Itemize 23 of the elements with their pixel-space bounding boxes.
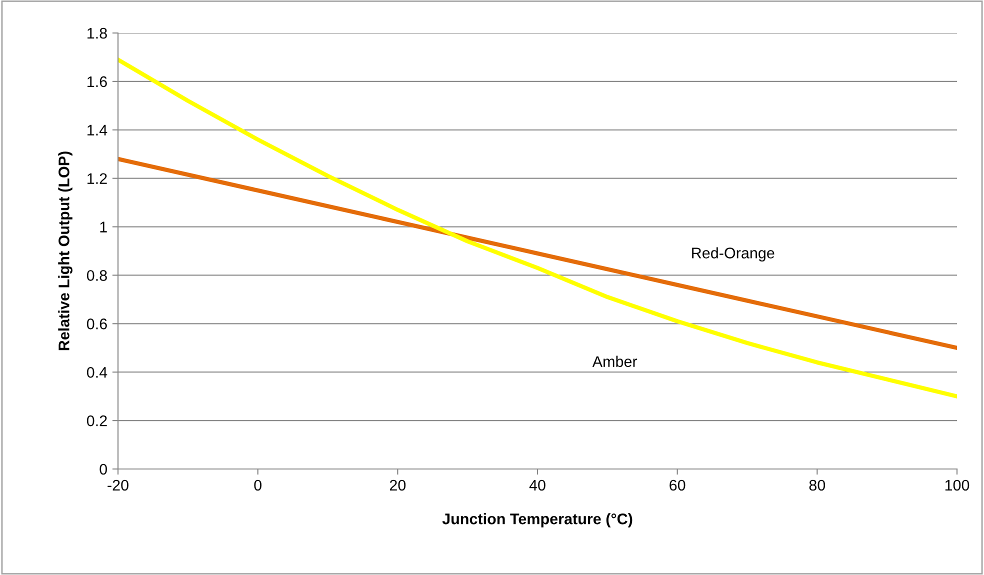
series-label: Red-Orange: [692, 247, 774, 262]
x-tick-label: 40: [529, 480, 546, 491]
y-tick-label: 1.4: [88, 124, 108, 136]
line-series: [118, 58, 957, 398]
y-axis-title: Relative Light Output (LOP): [58, 152, 72, 350]
x-tick-label: 100: [945, 480, 970, 491]
y-tick-label: 0.8: [86, 270, 107, 281]
line-series: [118, 156, 957, 350]
x-axis-title: Junction Temperature (°C): [442, 513, 632, 528]
x-tick-label: 0: [254, 480, 262, 491]
text: Amber: [592, 356, 638, 368]
y-tick-label: 1.6: [88, 76, 107, 88]
y-tick-label: 0.2: [86, 415, 107, 426]
y-tick-label: 1.8: [88, 28, 107, 39]
y-tick-label: 0.6: [86, 318, 107, 330]
y-tick-label: 0: [100, 464, 107, 475]
x-tick-label: 60: [670, 480, 686, 491]
y-tick-label: 1.2: [88, 173, 107, 184]
y-tick-label: 0.4: [86, 366, 108, 378]
x-tick-label: 80: [809, 480, 826, 491]
x-tick-label: 20: [390, 480, 406, 491]
x-tick-label: -20: [108, 480, 128, 491]
y-tick-label: 1: [100, 222, 107, 232]
